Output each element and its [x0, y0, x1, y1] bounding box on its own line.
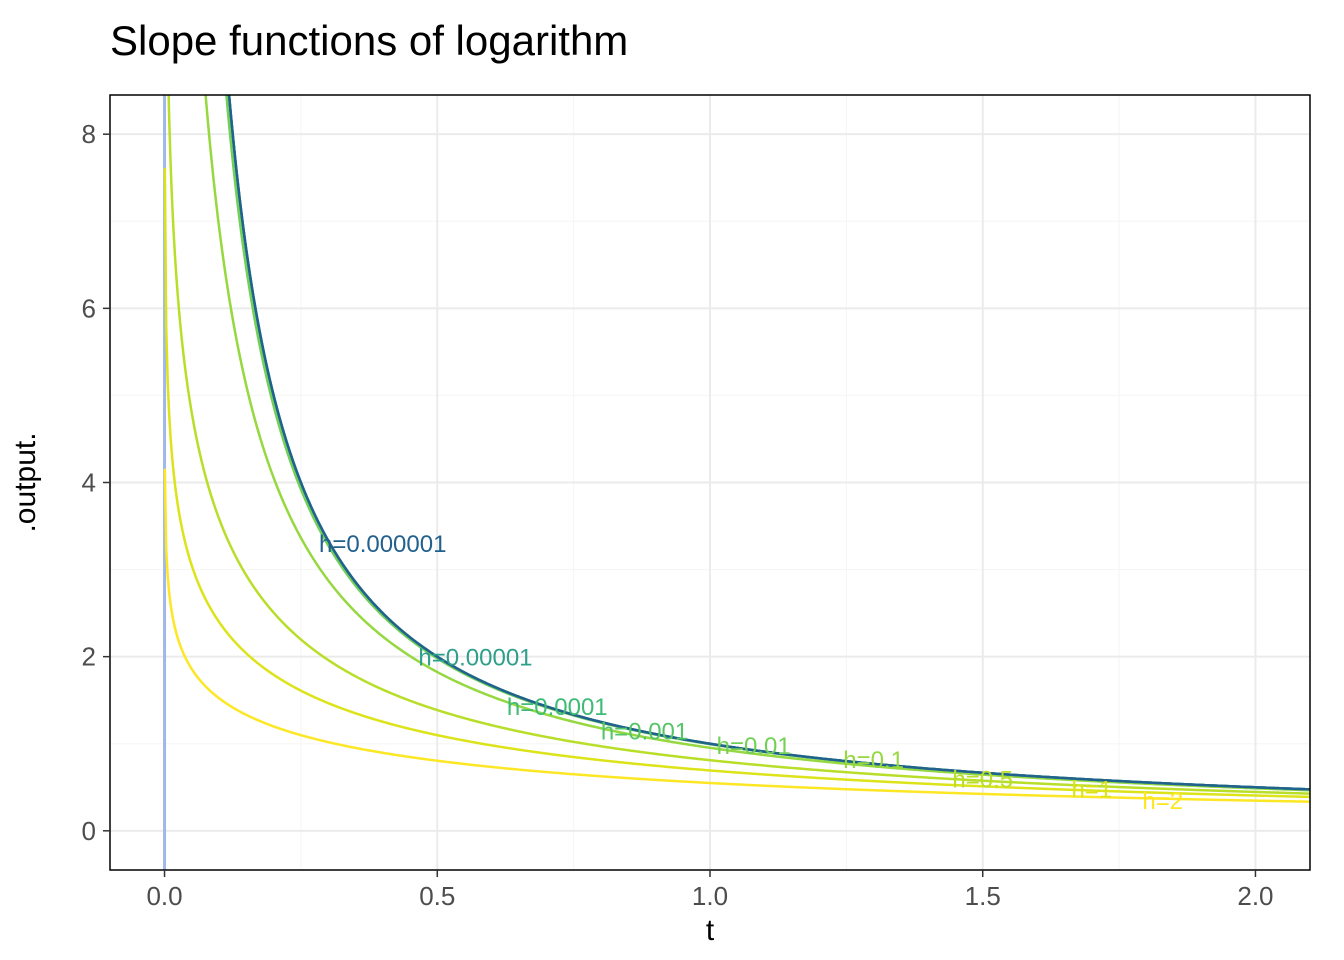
- xtick-label: 1.0: [692, 881, 728, 911]
- series-label: h=0.01: [717, 733, 791, 760]
- chart-container: 0.0 0.5 1.0 1.5 2.0 0 2 4 6 8 t .output. Slope funct…: [0, 0, 1344, 960]
- xtick-label: 2.0: [1237, 881, 1273, 911]
- series-label: h=1: [1071, 777, 1112, 804]
- series-label: h=0.000001: [319, 531, 446, 558]
- ytick-label: 8: [82, 119, 96, 149]
- chart-title: Slope functions of logarithm: [110, 17, 628, 64]
- series-label: h=0.00001: [418, 644, 532, 671]
- series-label: h=0.1: [843, 747, 904, 774]
- chart-svg: 0.0 0.5 1.0 1.5 2.0 0 2 4 6 8 t .output. Slope funct…: [0, 0, 1344, 960]
- ytick-label: 2: [82, 642, 96, 672]
- xtick-label: 0.0: [146, 881, 182, 911]
- series-label: h=0.001: [601, 718, 688, 745]
- y-axis-label: .output.: [9, 432, 42, 532]
- series-label: h=0.0001: [507, 694, 608, 721]
- xtick-label: 1.5: [965, 881, 1001, 911]
- ytick-label: 6: [82, 293, 96, 323]
- xtick-label: 0.5: [419, 881, 455, 911]
- x-axis-label: t: [706, 914, 715, 947]
- ytick-label: 4: [82, 468, 96, 498]
- series-label: h=0.5: [952, 766, 1013, 793]
- ytick-label: 0: [82, 816, 96, 846]
- series-label: h=2: [1142, 788, 1183, 815]
